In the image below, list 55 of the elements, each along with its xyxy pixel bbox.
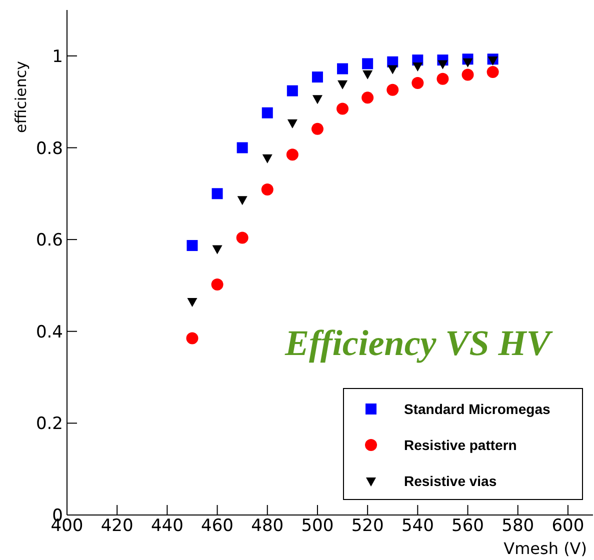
point	[436, 72, 449, 85]
text: Efficiency VS HV	[285, 322, 550, 364]
point	[412, 76, 424, 89]
point	[311, 122, 324, 135]
legend-label: Resistive vias	[404, 473, 497, 489]
point	[312, 95, 322, 104]
x-tick-label: 480	[251, 516, 284, 536]
point	[212, 188, 223, 200]
point	[287, 119, 298, 128]
x-tick-label: 500	[301, 516, 334, 536]
point	[386, 84, 399, 96]
point	[362, 58, 374, 70]
point	[362, 92, 374, 104]
point	[312, 72, 323, 83]
y-tick-label: 0.4	[36, 322, 63, 342]
point	[211, 278, 224, 291]
legend-label: Resistive pattern	[404, 437, 517, 453]
x-tick-label: 580	[502, 516, 534, 536]
point	[236, 142, 248, 154]
point	[286, 148, 298, 161]
point	[462, 68, 474, 81]
x-tick-label: 560	[452, 516, 484, 536]
point	[412, 62, 423, 72]
point	[262, 154, 272, 164]
point	[486, 66, 499, 78]
legend-label: Standard Micromegas	[404, 401, 550, 417]
x-tick-label: 440	[150, 516, 184, 536]
point	[388, 65, 398, 74]
point	[212, 245, 222, 254]
x-tick-label: 540	[401, 516, 434, 536]
point	[286, 85, 298, 96]
point	[236, 232, 248, 244]
y-tick-label: 0.8	[36, 138, 63, 159]
x-tick-label: 520	[351, 516, 384, 536]
x-axis-title: Vmesh (V)	[504, 539, 587, 558]
point	[362, 70, 373, 80]
point	[337, 63, 348, 74]
point	[462, 58, 473, 68]
x-tick-label: 460	[201, 516, 234, 536]
y-axis-title: efficiency	[12, 61, 30, 134]
y-tick-label: 1	[52, 46, 63, 67]
point	[338, 80, 348, 90]
point	[186, 240, 198, 252]
x-tick-label: 600	[552, 516, 584, 536]
point	[237, 196, 248, 206]
x-tick-label: 420	[100, 516, 134, 536]
point	[187, 298, 198, 308]
point	[262, 107, 273, 118]
y-tick-label: 0.6	[36, 230, 63, 251]
point	[261, 184, 274, 196]
point	[336, 102, 349, 115]
y-tick-label: 0.2	[36, 414, 63, 434]
point	[488, 56, 498, 66]
point	[186, 332, 198, 344]
point	[438, 60, 448, 70]
